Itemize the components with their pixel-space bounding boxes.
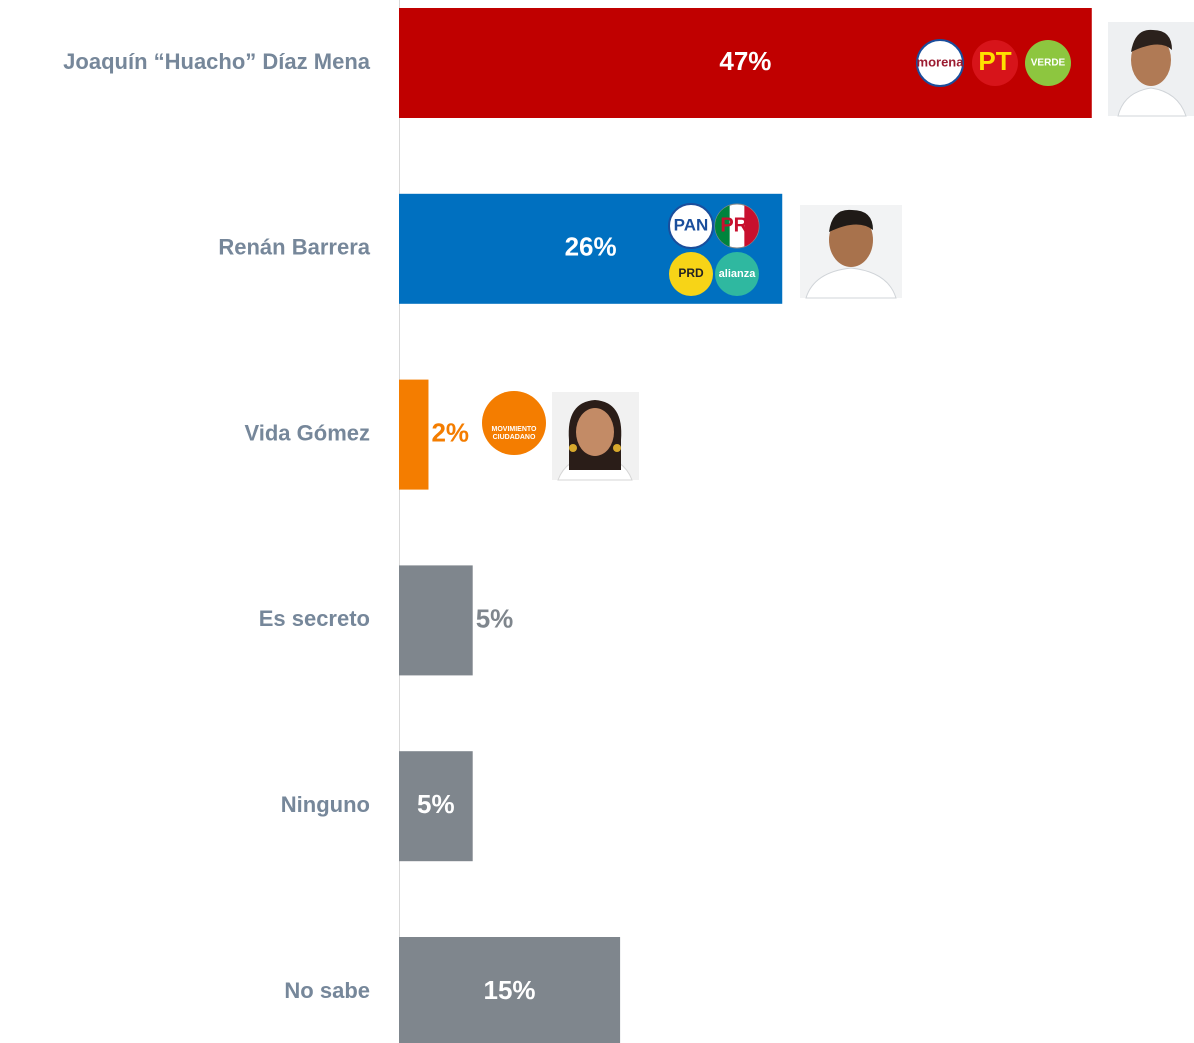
party-logo: PRI bbox=[714, 203, 760, 249]
category-label: Joaquín “Huacho” Díaz Mena bbox=[63, 49, 371, 74]
logo-text: CIUDADANO bbox=[493, 434, 536, 441]
party-logo: PAN bbox=[668, 203, 714, 249]
logo-text: PAN bbox=[674, 215, 709, 234]
bar bbox=[399, 379, 429, 490]
logo-circle bbox=[1025, 40, 1071, 86]
logo-text: PRD bbox=[678, 266, 704, 280]
category-label: Ninguno bbox=[281, 792, 370, 817]
logo-circle bbox=[668, 203, 714, 249]
logo-circle bbox=[972, 40, 1018, 86]
candidate-photo bbox=[552, 392, 639, 481]
logo-stripe bbox=[715, 205, 730, 247]
logo-text: PT bbox=[978, 46, 1011, 76]
bar bbox=[399, 751, 473, 862]
candidate-photo bbox=[800, 205, 902, 299]
category-label: Vida Gómez bbox=[244, 420, 370, 445]
logo-stripe bbox=[744, 205, 759, 247]
logo-circle bbox=[715, 252, 759, 296]
logo-text: morena bbox=[917, 54, 965, 69]
category-label: Renán Barrera bbox=[218, 235, 370, 260]
category-label: No sabe bbox=[284, 978, 370, 1003]
value-label: 26% bbox=[565, 232, 617, 262]
bar bbox=[399, 937, 621, 1043]
party-logo: VERDE bbox=[1025, 40, 1071, 86]
logo-circle bbox=[482, 391, 546, 455]
logo-circle bbox=[669, 252, 713, 296]
value-label: 2% bbox=[431, 417, 469, 447]
party-logo: morena bbox=[916, 39, 965, 87]
value-label: 5% bbox=[476, 603, 514, 633]
value-label: 15% bbox=[484, 975, 536, 1005]
logo-text: alianza bbox=[719, 268, 757, 280]
value-label: 5% bbox=[417, 789, 455, 819]
logo-text: VERDE bbox=[1031, 58, 1066, 69]
bar bbox=[399, 565, 473, 676]
logo-text: PRI bbox=[720, 214, 753, 236]
party-logo: alianza bbox=[715, 252, 759, 296]
party-logo: PRD bbox=[669, 252, 713, 296]
category-label: Es secreto bbox=[259, 606, 370, 631]
logo-text: MOVIMIENTO bbox=[492, 426, 538, 433]
logo-circle bbox=[916, 39, 964, 87]
value-label: 47% bbox=[719, 46, 771, 76]
party-logo: PT bbox=[972, 40, 1018, 86]
candidate-photo bbox=[1108, 22, 1194, 117]
